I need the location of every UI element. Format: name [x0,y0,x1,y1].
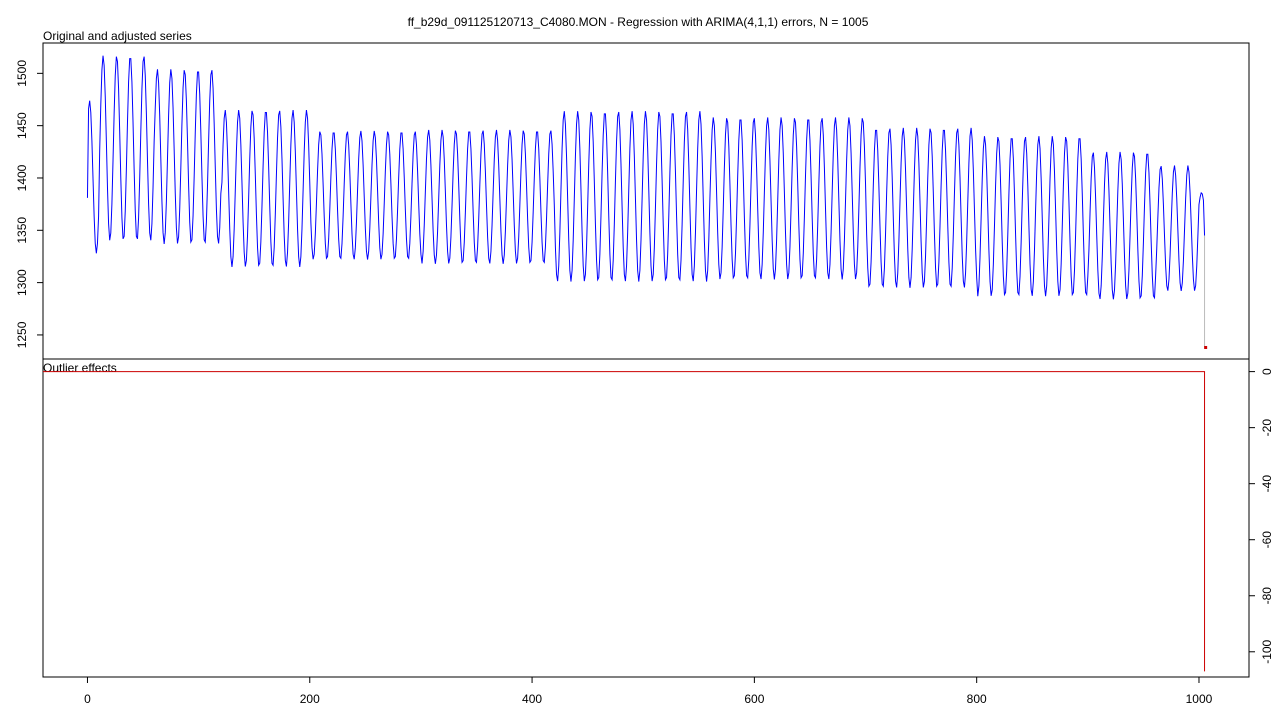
bottom-series-group [43,371,1206,672]
x-tick-label: 800 [967,692,987,706]
top-y-tick-label: 1300 [15,269,29,296]
top-panel-label: Original and adjusted series [43,29,192,43]
bottom-panel-label: Outlier effects [43,361,117,375]
bottom-y-axis: 0 -20 -40 -60 -80 -100 [1249,368,1274,664]
x-tick-label: 200 [300,692,320,706]
top-panel-frame [42,42,1250,360]
bottom-y-tick-label: -80 [1260,587,1274,605]
bottom-y-tick-label: -60 [1260,531,1274,549]
outlier-effect-line [43,371,1206,672]
chart-title: ff_b29d_091125120713_C4080.MON - Regress… [408,15,869,29]
bottom-y-tick-label: -40 [1260,475,1274,493]
top-y-axis: 1250 1300 1350 1400 1450 1500 [15,60,43,348]
top-y-tick-label: 1500 [15,60,29,87]
original-series-line [86,55,1206,300]
x-tick-label: 400 [522,692,542,706]
x-tick-label: 1000 [1186,692,1213,706]
x-tick-label: 0 [84,692,91,706]
top-y-tick-label: 1350 [15,217,29,244]
outlier-point [1204,345,1208,349]
top-series-group [86,55,1208,349]
x-axis: 0 200 400 600 800 1000 [84,677,1213,706]
bottom-y-tick-label: -100 [1260,639,1274,663]
bottom-panel-frame [42,358,1250,678]
x-tick-label: 600 [744,692,764,706]
bottom-y-tick-label: 0 [1260,368,1274,375]
top-y-tick-label: 1250 [15,321,29,348]
bottom-y-tick-label: -20 [1260,419,1274,437]
top-y-tick-label: 1400 [15,164,29,191]
top-y-tick-label: 1450 [15,112,29,139]
